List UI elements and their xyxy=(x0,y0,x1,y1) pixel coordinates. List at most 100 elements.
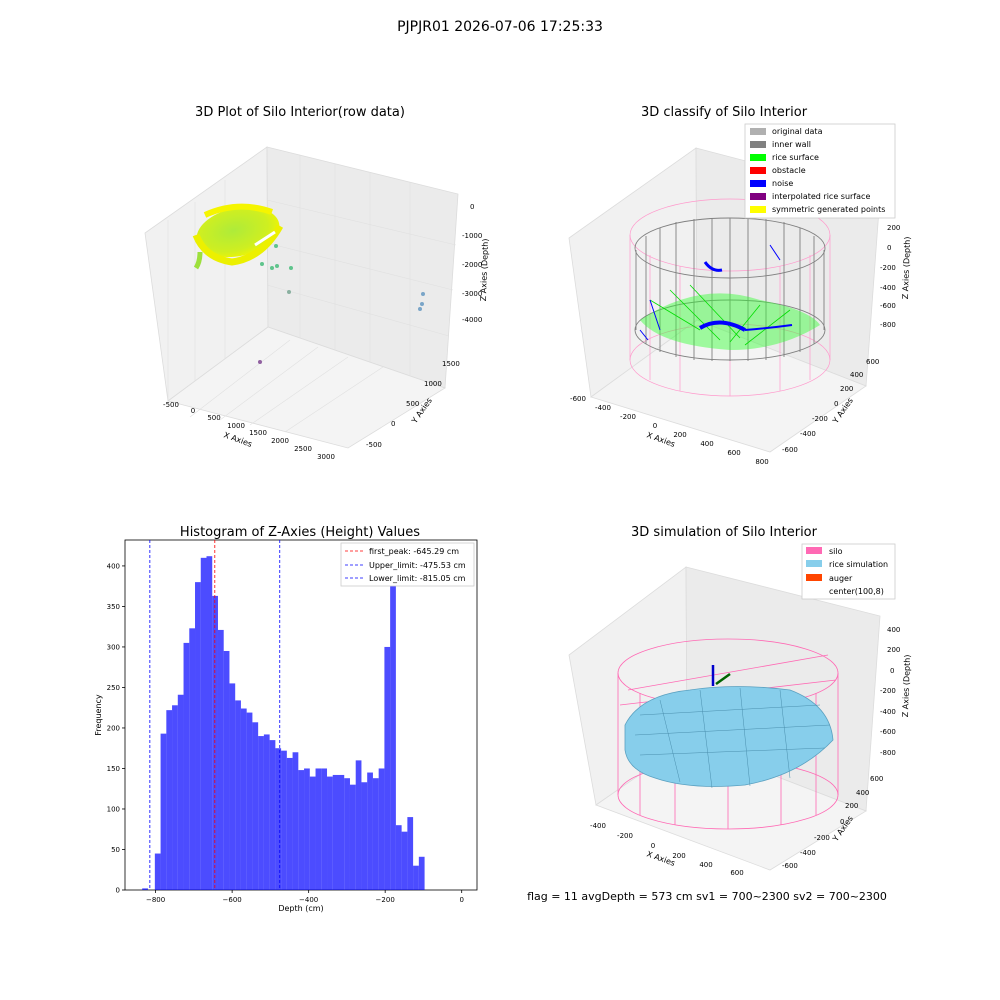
classify-y-tick: 0 xyxy=(834,400,838,408)
histogram-bar xyxy=(418,856,425,890)
classify-y-ticks: -600 -400 -200 0 200 400 600 xyxy=(782,358,879,454)
footer-status-text: flag = 11 avgDepth = 573 cm sv1 = 700~23… xyxy=(527,890,887,903)
simulation-y-ticks: -600 -400 -200 0 200 400 600 xyxy=(782,775,883,870)
histogram-y-axis-label: Frequency xyxy=(94,694,103,736)
simulation-y-tick: -200 xyxy=(814,834,830,842)
figure-suptitle: PJPJR01 2026-07-06 17:25:33 xyxy=(397,19,603,35)
histogram-bar xyxy=(189,628,196,890)
histogram-bar xyxy=(395,825,402,890)
histogram-bar xyxy=(206,556,213,890)
classify-y-tick: 200 xyxy=(840,385,853,393)
classify-z-tick: -400 xyxy=(880,284,896,292)
raw-x-tick: 2500 xyxy=(294,445,312,453)
classify-x-tick: 400 xyxy=(700,440,713,448)
classify-y-tick: -600 xyxy=(782,446,798,454)
simulation-x-tick: 400 xyxy=(699,861,712,869)
legend-swatch xyxy=(750,193,766,200)
histogram-legend: first_peak: -645.29 cm Upper_limit: -475… xyxy=(340,542,475,587)
histogram-bar xyxy=(223,650,230,890)
legend-swatch xyxy=(806,560,822,567)
histogram-bar xyxy=(367,772,373,890)
histogram-x-axis-label: Depth (cm) xyxy=(278,904,323,913)
simulation-z-tick: 0 xyxy=(890,667,894,675)
classify-z-tick: 0 xyxy=(887,244,891,252)
classify-legend: original data inner wall rice surface ob… xyxy=(744,123,896,219)
simulation-y-tick: 0 xyxy=(840,818,844,826)
classify-y-tick: 600 xyxy=(866,358,879,366)
raw-z-ticks: 0 -1000 -2000 -3000 -4000 xyxy=(462,203,482,324)
raw-x-tick: 3000 xyxy=(317,453,335,461)
classify-x-tick: 800 xyxy=(755,458,768,466)
classify-rice-surface xyxy=(640,284,820,350)
raw-y-tick: 1500 xyxy=(442,360,460,368)
classify-z-tick: -200 xyxy=(880,264,896,272)
histogram-bar xyxy=(154,853,161,890)
histogram-y-tick-label: 100 xyxy=(107,805,120,813)
panel-histogram: Histogram of Z-Axies (Height) Values −80… xyxy=(94,525,478,913)
simulation-y-tick: -400 xyxy=(800,849,816,857)
classify-x-tick: 0 xyxy=(653,422,657,430)
simulation-x-tick: -400 xyxy=(590,822,606,830)
legend-label: noise xyxy=(772,179,793,188)
legend-label: Lower_limit: -815.05 cm xyxy=(369,574,466,583)
simulation-x-tick: -200 xyxy=(617,832,633,840)
simulation-z-tick: -400 xyxy=(880,708,896,716)
legend-swatch xyxy=(750,141,766,148)
classify-z-tick: -600 xyxy=(880,302,896,310)
raw-z-tick: -2000 xyxy=(462,261,482,269)
classify-noise xyxy=(639,244,793,341)
simulation-z-tick: 400 xyxy=(887,626,900,634)
legend-label: symmetric generated points xyxy=(772,205,885,214)
histogram-x-tick-label: 0 xyxy=(459,896,463,904)
simulation-legend: silo rice simulation auger center(100,8) xyxy=(801,543,896,600)
histogram-bar xyxy=(349,784,356,890)
histogram-bar xyxy=(172,705,178,890)
histogram-y-tick-label: 400 xyxy=(107,562,120,570)
histogram-bar xyxy=(166,710,173,890)
histogram-bar xyxy=(304,768,310,890)
histogram-bar xyxy=(177,694,184,890)
legend-label: silo xyxy=(829,547,843,556)
histogram-title: Histogram of Z-Axies (Height) Values xyxy=(180,525,420,540)
raw-x-tick: 1500 xyxy=(249,429,267,437)
classify-z-tick: -800 xyxy=(880,321,896,329)
histogram-bar xyxy=(183,642,190,890)
raw-outlier-points xyxy=(258,244,425,364)
simulation-plot-title: 3D simulation of Silo Interior xyxy=(631,525,818,540)
histogram-bar xyxy=(315,768,322,890)
classify-x-axis-label: X Axies xyxy=(645,430,676,449)
histogram-bar xyxy=(407,817,414,890)
histogram-bar xyxy=(390,582,396,890)
histogram-bar xyxy=(338,774,345,890)
panel-simulation: 3D simulation of Silo Interior silo xyxy=(568,525,912,877)
histogram-bars xyxy=(142,556,425,890)
simulation-x-tick: 600 xyxy=(730,869,743,877)
legend-label: Upper_limit: -475.53 cm xyxy=(369,561,466,570)
histogram-y-tick-label: 300 xyxy=(107,643,120,651)
simulation-z-tick: -800 xyxy=(880,749,896,757)
legend-swatch xyxy=(750,206,766,213)
raw-y-tick: 0 xyxy=(391,420,395,428)
histogram-vlines xyxy=(149,540,281,890)
raw-x-tick: 500 xyxy=(207,414,220,422)
classify-x-tick: -600 xyxy=(570,395,586,403)
legend-label: first_peak: -645.29 cm xyxy=(369,547,459,556)
histogram-y-tick-label: 150 xyxy=(107,765,120,773)
histogram-bar xyxy=(252,722,259,890)
raw-y-tick: 500 xyxy=(406,400,419,408)
histogram-bar xyxy=(263,734,270,890)
histogram-bar xyxy=(246,712,253,890)
histogram-bar xyxy=(384,646,391,890)
histogram-bar xyxy=(378,768,385,890)
simulation-z-tick: 200 xyxy=(887,646,900,654)
raw-z-tick: -4000 xyxy=(462,316,482,324)
histogram-x-tick-label: −200 xyxy=(376,896,395,904)
classify-x-tick: 200 xyxy=(673,431,686,439)
raw-rice-cluster xyxy=(192,203,284,270)
simulation-x-tick: 200 xyxy=(672,852,685,860)
classify-x-tick: 600 xyxy=(727,449,740,457)
legend-swatch xyxy=(750,167,766,174)
legend-label: obstacle xyxy=(772,166,806,175)
simulation-y-tick: 600 xyxy=(870,775,883,783)
